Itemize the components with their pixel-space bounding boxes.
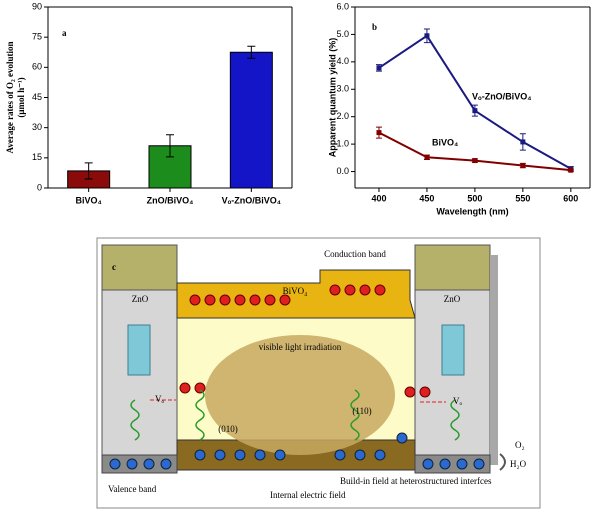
rod-icon [441, 324, 465, 376]
y-tick-label: 15 [32, 152, 42, 162]
series-line [378, 34, 572, 170]
reactant-label: H₂O [510, 459, 527, 469]
y-tick-label: 90 [32, 1, 42, 11]
series-label: BiVO₄ [432, 137, 458, 147]
y-tick-label: 4.0 [336, 56, 349, 66]
panel-label: a [62, 28, 67, 38]
y-tick-label: 0.0 [336, 166, 349, 176]
vacancy-label: Vₒ [155, 394, 164, 404]
material-label: ZnO [444, 294, 461, 304]
marker [472, 158, 478, 164]
y-tick-label: 30 [32, 122, 42, 132]
error-bar [247, 45, 256, 59]
y-tick-label: 3.0 [336, 84, 349, 94]
marker [376, 130, 382, 136]
band-label: Valence band [108, 484, 157, 494]
y-axis-title: (μmol h⁻¹) [16, 77, 26, 117]
bar [229, 51, 273, 189]
diagram: c ZnO ZnO Conduction band BiVO₄ visible … [96, 237, 541, 509]
facet-label: (010) [218, 424, 238, 434]
material-label: BiVO₄ [283, 286, 308, 296]
x-tick-label: 600 [563, 193, 578, 203]
band-label: Conduction band [324, 249, 386, 259]
y-tick-label: 5.0 [336, 29, 349, 39]
y-tick-label: 60 [32, 62, 42, 72]
y-tick-label: 6.0 [336, 1, 349, 11]
x-tick-label: 550 [515, 193, 530, 203]
marker [520, 163, 526, 169]
y-tick-label: 1.0 [336, 138, 349, 148]
x-tick-label: 500 [467, 193, 482, 203]
marker [568, 167, 574, 173]
electrons [179, 284, 431, 398]
reaction-arrow [499, 453, 506, 471]
x-tick-label: 450 [419, 193, 434, 203]
error-bar [166, 134, 174, 158]
x-axis-title: Wavelength (nm) [436, 206, 508, 216]
shadow [490, 255, 498, 465]
facet-label: (110) [352, 406, 371, 416]
irradiation-label: visible light irradiation [259, 342, 342, 352]
series-line [378, 131, 571, 172]
zno-left-vb [101, 454, 178, 474]
light-waves [130, 389, 460, 441]
series-label: Vₒ-ZnO/BiVO₄ [472, 91, 531, 101]
y-axis-title: Apparent quantum yield (%) [327, 38, 337, 158]
y-tick-label: 45 [32, 92, 42, 102]
rod-icon [127, 324, 151, 376]
y-axis-title: Average rates of O₂ evolution [5, 41, 15, 153]
marker [520, 139, 526, 145]
zno-right-cb [414, 244, 491, 291]
material-label: ZnO [132, 294, 149, 304]
marker [424, 154, 430, 160]
x-tick-label: 400 [371, 193, 386, 203]
field-label: Build-in field at heterostructured inter… [340, 476, 492, 486]
conduction-band [176, 269, 416, 319]
marker [376, 65, 382, 71]
zno-right-vb [414, 454, 491, 474]
y-tick-label: 2.0 [336, 111, 349, 121]
panel-label: b [372, 22, 377, 32]
panel-label: c [112, 262, 116, 272]
x-tick-label: BiVO₄ [76, 195, 102, 205]
error-bar [84, 162, 93, 180]
crystal [205, 335, 395, 455]
marker [424, 33, 430, 39]
x-tick-label: Vₒ-ZnO/BiVO₄ [222, 195, 281, 205]
y-tick-label: 0 [37, 182, 42, 192]
x-tick-label: ZnO/BiVO₄ [147, 195, 194, 205]
marker [472, 108, 478, 114]
holes [109, 432, 485, 470]
product-label: O₂ [515, 440, 525, 450]
zno-left-cb [101, 244, 178, 291]
y-tick-label: 75 [32, 32, 42, 42]
vacancy-label: Vₒ [453, 396, 462, 406]
field-label: Internal electric field [270, 490, 346, 500]
